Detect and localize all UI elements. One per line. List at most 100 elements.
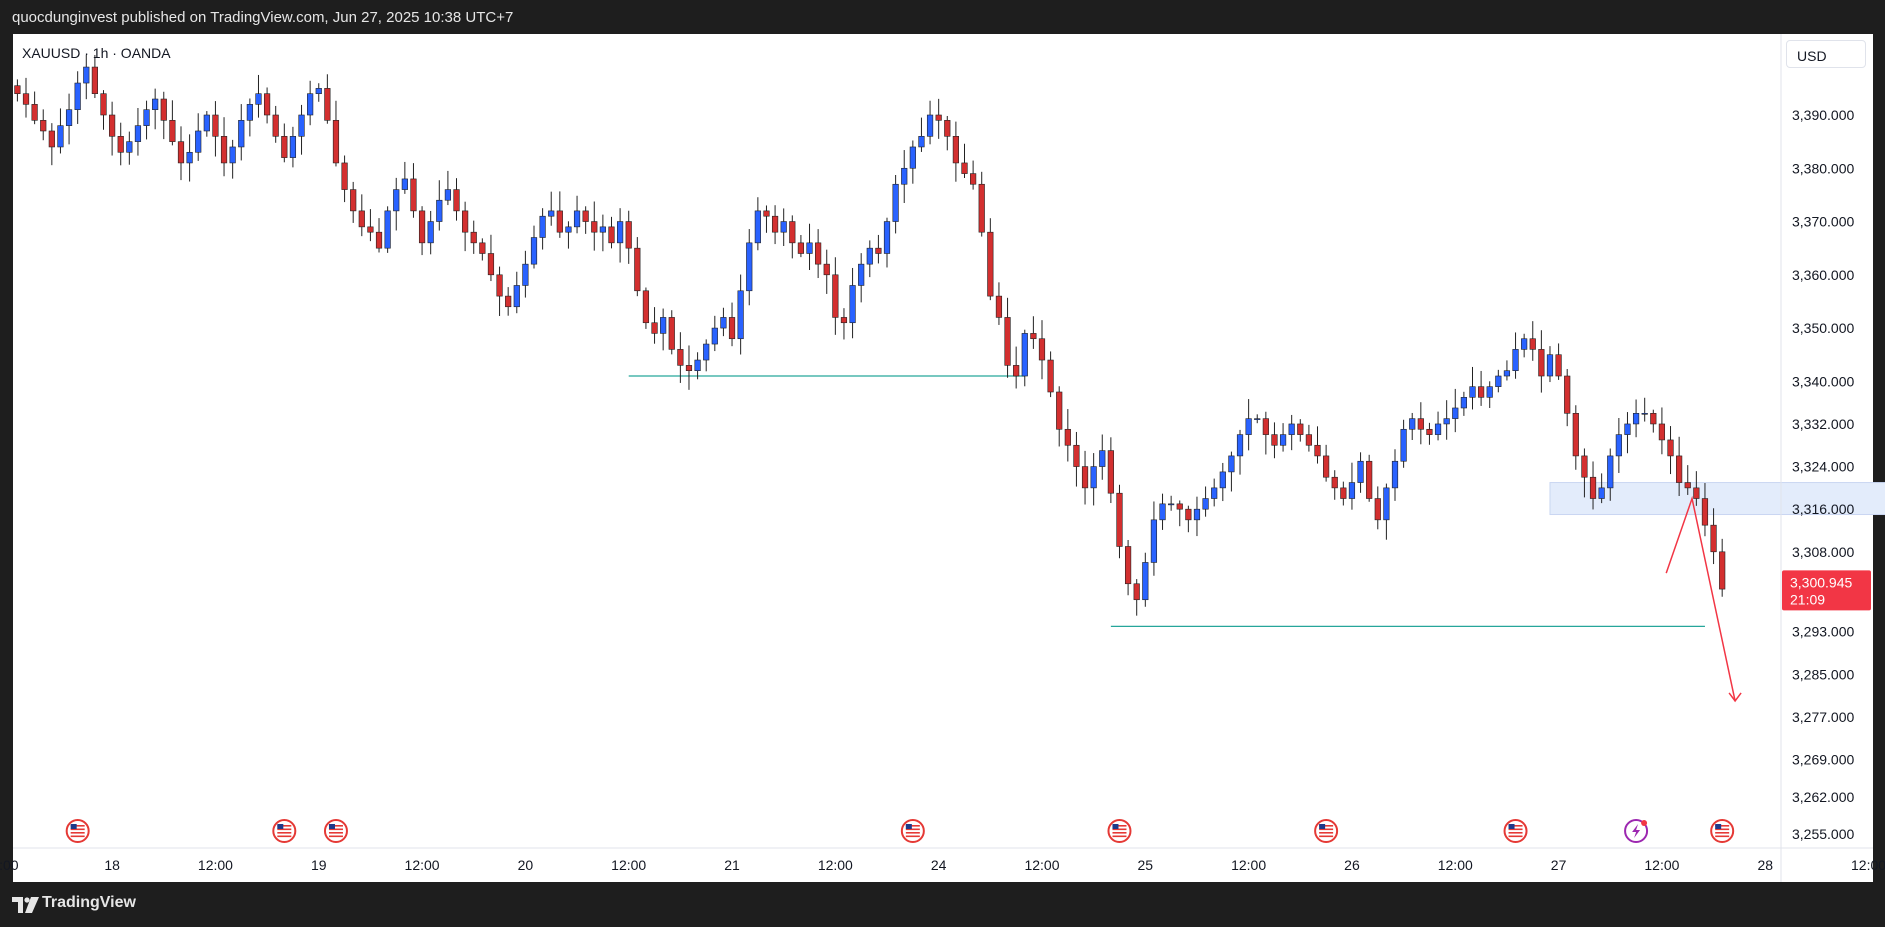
candle-body[interactable]: [169, 120, 176, 142]
candle-body[interactable]: [203, 114, 210, 132]
candle-body[interactable]: [143, 109, 150, 126]
candle-body[interactable]: [815, 242, 822, 265]
candle-body[interactable]: [1443, 418, 1450, 425]
candle-body[interactable]: [418, 210, 426, 244]
candle-body[interactable]: [961, 162, 968, 174]
candle-body[interactable]: [1460, 397, 1467, 409]
candle-body[interactable]: [763, 210, 770, 217]
candle-body[interactable]: [944, 120, 951, 137]
candle-body[interactable]: [1581, 455, 1588, 478]
candle-body[interactable]: [926, 114, 934, 137]
candle-body[interactable]: [453, 189, 460, 212]
candle-body[interactable]: [694, 359, 701, 371]
candle-body[interactable]: [1348, 482, 1356, 499]
candle-body[interactable]: [1219, 471, 1226, 489]
candle-body[interactable]: [642, 290, 650, 324]
candle-body[interactable]: [668, 317, 675, 350]
candle-body[interactable]: [875, 247, 882, 254]
candle-body[interactable]: [1056, 391, 1063, 430]
candle-body[interactable]: [849, 285, 856, 324]
candle-body[interactable]: [1202, 498, 1209, 510]
symbol-label[interactable]: XAUUSD · 1h · OANDA: [22, 45, 171, 61]
candle-body[interactable]: [591, 221, 598, 233]
us-flag-icon[interactable]: [323, 819, 348, 843]
candle-body[interactable]: [823, 263, 830, 276]
candle-body[interactable]: [1090, 466, 1097, 489]
candle-body[interactable]: [1193, 508, 1201, 521]
candle-body[interactable]: [1658, 423, 1666, 441]
candle-body[interactable]: [1667, 439, 1674, 457]
candle-body[interactable]: [324, 88, 331, 121]
candle-body[interactable]: [703, 343, 710, 361]
candle-body[interactable]: [479, 242, 486, 254]
candle-body[interactable]: [160, 98, 167, 121]
candle-body[interactable]: [522, 263, 529, 286]
candle-body[interactable]: [74, 82, 81, 110]
candle-body[interactable]: [31, 104, 38, 121]
candle-body[interactable]: [289, 136, 297, 158]
candle-body[interactable]: [487, 253, 495, 276]
tradingview-brand[interactable]: TradingView: [42, 894, 136, 911]
candle-body[interactable]: [1021, 333, 1028, 377]
candle-body[interactable]: [177, 141, 185, 164]
candle-body[interactable]: [1452, 407, 1459, 419]
candle-body[interactable]: [754, 210, 761, 244]
candle-body[interactable]: [375, 231, 383, 249]
chart-area[interactable]: [13, 34, 1873, 882]
currency-button[interactable]: USD: [1786, 40, 1866, 68]
candle-body[interactable]: [883, 221, 891, 254]
candle-body[interactable]: [1064, 428, 1071, 446]
candle-body[interactable]: [1236, 434, 1244, 457]
us-flag-icon[interactable]: [1107, 819, 1132, 843]
candle-body[interactable]: [358, 210, 365, 228]
candle-body[interactable]: [539, 215, 546, 238]
candle-body[interactable]: [384, 210, 391, 249]
candle-body[interactable]: [1279, 434, 1287, 446]
candle-body[interactable]: [1719, 551, 1726, 590]
projection-arrowhead[interactable]: [1728, 692, 1742, 703]
candle-body[interactable]: [1211, 487, 1218, 499]
candle-body[interactable]: [332, 120, 340, 164]
candle-body[interactable]: [1185, 508, 1192, 521]
candle-body[interactable]: [1555, 354, 1562, 377]
candle-body[interactable]: [909, 146, 916, 169]
candle-body[interactable]: [625, 221, 632, 249]
candle-body[interactable]: [401, 178, 408, 190]
candle-body[interactable]: [1340, 487, 1347, 499]
candle-body[interactable]: [462, 210, 469, 233]
candle-body[interactable]: [1607, 455, 1614, 489]
candle-body[interactable]: [789, 221, 796, 244]
candle-body[interactable]: [341, 162, 348, 190]
candle-body[interactable]: [1650, 413, 1657, 425]
candle-body[interactable]: [1305, 434, 1312, 446]
candle-body[interactable]: [720, 317, 727, 329]
candle-body[interactable]: [229, 146, 236, 164]
candle-body[interactable]: [952, 136, 959, 164]
us-flag-icon[interactable]: [272, 819, 297, 843]
candle-body[interactable]: [806, 242, 813, 254]
candle-body[interactable]: [797, 242, 805, 254]
candle-body[interactable]: [1133, 583, 1140, 601]
candle-body[interactable]: [685, 365, 693, 371]
candle-body[interactable]: [1400, 428, 1407, 462]
candle-body[interactable]: [1142, 562, 1149, 601]
candle-body[interactable]: [1030, 333, 1037, 340]
candle-body[interactable]: [1684, 482, 1691, 489]
candle-body[interactable]: [634, 247, 641, 292]
candle-body[interactable]: [1589, 476, 1597, 499]
candle-body[interactable]: [1176, 503, 1183, 510]
us-flag-icon[interactable]: [1314, 819, 1339, 843]
candle-body[interactable]: [1254, 418, 1261, 420]
candle-body[interactable]: [1546, 354, 1554, 377]
candle-body[interactable]: [255, 93, 262, 105]
candle-body[interactable]: [1469, 386, 1476, 398]
candle-body[interactable]: [40, 120, 47, 132]
candle-body[interactable]: [901, 167, 908, 185]
candle-body[interactable]: [1503, 370, 1511, 377]
candle-body[interactable]: [573, 210, 581, 228]
candle-body[interactable]: [840, 317, 848, 324]
candle-body[interactable]: [608, 226, 615, 244]
candle-body[interactable]: [1150, 519, 1158, 563]
candle-body[interactable]: [1564, 375, 1571, 414]
candle-body[interactable]: [1486, 386, 1493, 398]
